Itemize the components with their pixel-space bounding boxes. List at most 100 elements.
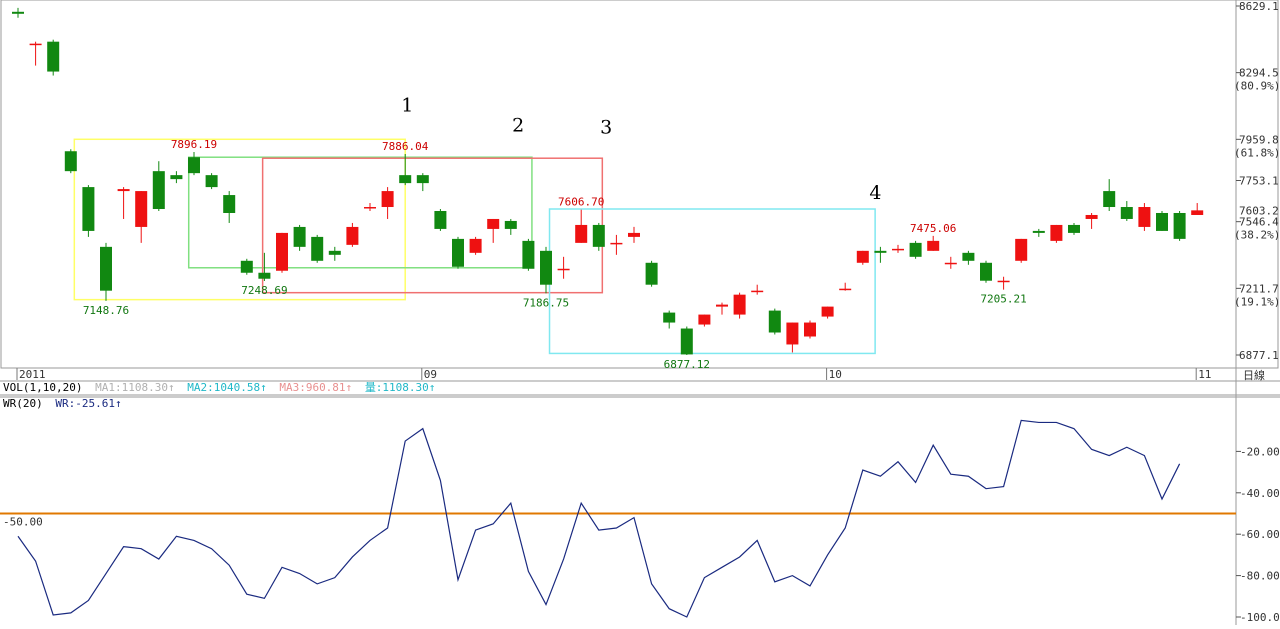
candle-body (680, 328, 693, 355)
wr-reference-label: -50.00 (3, 516, 43, 529)
candle-body (698, 314, 711, 325)
annotation-number: 4 (869, 182, 881, 204)
candle-body (293, 226, 306, 247)
candle-body (645, 262, 658, 285)
candle-body (1156, 212, 1168, 231)
candle-body (1191, 210, 1204, 215)
date-label: 11 (1198, 368, 1211, 381)
candle-body (152, 171, 165, 210)
vol-ma3: MA3:960.81↑ (279, 381, 352, 394)
wr-tick-label: -20.00 (1240, 445, 1280, 458)
vol-value: 量:1108.30↑ (365, 381, 436, 394)
candle-body (716, 304, 728, 307)
candle-body (188, 157, 200, 174)
annotation-number: 2 (512, 114, 524, 136)
price-tick-label: 7959.8 (1239, 133, 1279, 146)
candle-body (487, 218, 500, 229)
vol-header: VOL(1,10,20) MA1:1108.30↑ MA2:1040.58↑ M… (3, 381, 435, 394)
candle-body (962, 252, 975, 261)
candle-body (64, 151, 77, 172)
candle-body (821, 306, 834, 317)
candle-body (540, 250, 552, 285)
price-tick-label: 7753.1 (1239, 175, 1279, 188)
candle-body (663, 312, 676, 323)
annotation-numbers: 1 2 3 4 (401, 94, 881, 204)
candle-body (751, 290, 764, 293)
candle-body (610, 242, 623, 245)
wr-header: WR(20) WR:-25.61↑ (3, 397, 122, 410)
candle-body (1050, 224, 1063, 241)
candle-body (452, 238, 464, 267)
price-tick-label: 6877.1 (1239, 349, 1279, 362)
hilo-label: 7248.69 (241, 284, 287, 297)
candle-body (170, 175, 183, 180)
wr-tick-label: -40.00 (1240, 487, 1280, 500)
candle-body (328, 250, 341, 255)
hilo-label: 7205.21 (980, 293, 1026, 306)
price-tick-label: 7211.7 (1239, 282, 1279, 295)
candle-body (434, 210, 447, 229)
candle-body (1068, 224, 1080, 233)
candle-body (522, 240, 535, 269)
candle-body (117, 189, 130, 192)
date-label: 09 (424, 368, 437, 381)
price-pct-label: (38.2%) (1234, 229, 1280, 242)
price-pct-label: (61.8%) (1234, 146, 1280, 159)
annotation-boxes (73, 138, 876, 355)
candle-body (944, 262, 957, 265)
candle-body (258, 272, 271, 279)
candle-body (997, 280, 1010, 283)
hilo-label: 7186.75 (523, 296, 569, 309)
hilo-label: 7606.70 (558, 196, 604, 209)
price-pct-label: (80.9%) (1234, 80, 1280, 93)
candle-body (399, 175, 412, 184)
candle-body (1015, 238, 1028, 261)
candle-body (592, 224, 605, 247)
annotation-box-1 (73, 138, 406, 301)
high-low-labels: 7148.76 7896.19 7248.69 7886.04 7186.75 7606.… (83, 138, 1027, 371)
annotation-number: 1 (401, 94, 413, 116)
wr-tick-label: -80.00 (1240, 570, 1280, 583)
wr-tick-label: -100.00 (1240, 611, 1280, 624)
price-axis: 8629.1 8294.5(80.9%) 7959.8(61.8%) 7753.1 75… (1234, 0, 1280, 362)
hilo-label: 6877.12 (664, 358, 710, 371)
hilo-label: 7896.19 (171, 138, 217, 151)
candle-body (205, 175, 218, 188)
candle-body (82, 187, 95, 231)
hilo-label: 7148.76 (83, 304, 129, 317)
candle-body (240, 260, 253, 273)
candle-body (346, 226, 359, 245)
candlesticks (12, 7, 1204, 355)
vol-ma2: MA2:1040.58↑ (187, 381, 266, 394)
date-label: 2011 (19, 368, 46, 381)
candle-body (1138, 207, 1151, 227)
price-tick-label: 7546.4 (1239, 216, 1279, 229)
price-panel-frame (0, 0, 1279, 369)
candle-body (12, 11, 24, 14)
candle-body (311, 236, 324, 261)
candle-body (364, 207, 376, 209)
wr-indicator: -20.00 -40.00 -60.00 -80.00 -100.00 -50.00 (0, 419, 1280, 624)
wr-title: WR(20) (3, 397, 43, 410)
candle-body (628, 232, 640, 237)
candle-body (856, 250, 869, 263)
candle-body (416, 175, 429, 184)
date-axis: 2011 09 10 11 日線 (16, 368, 1265, 382)
candle-body (839, 288, 852, 291)
current-price-label: 7603.2 (1239, 204, 1279, 217)
candle-body (786, 322, 799, 345)
candle-body (381, 191, 394, 208)
candle-body (1120, 207, 1133, 219)
vol-title: VOL(1,10,20) (3, 381, 82, 394)
price-tick-label: 8294.5 (1239, 67, 1279, 80)
candle-body (1103, 191, 1116, 208)
candle-body (1173, 212, 1186, 239)
wr-series-line (17, 419, 1181, 618)
hilo-label: 7886.04 (382, 140, 429, 153)
candle-body (1032, 230, 1045, 233)
candle-body (1085, 214, 1098, 219)
candle-body (874, 250, 887, 253)
price-tick-label: 8629.1 (1239, 0, 1279, 13)
candle-body (575, 224, 588, 243)
